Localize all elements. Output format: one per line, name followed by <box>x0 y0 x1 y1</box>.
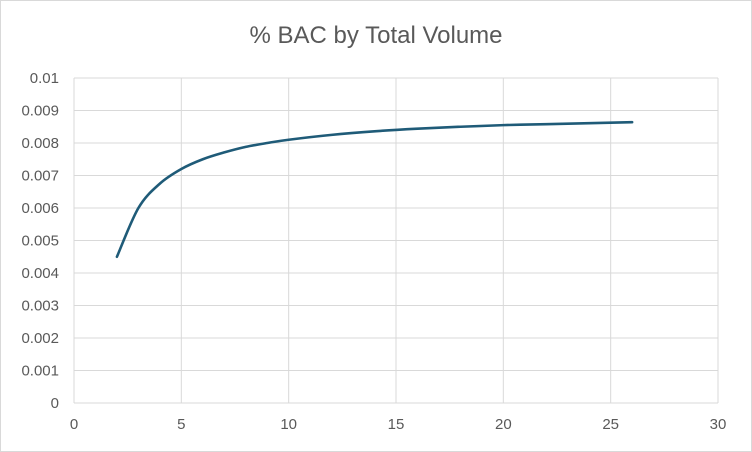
y-tick-label: 0.005 <box>21 233 59 250</box>
x-tick-label: 30 <box>710 416 727 433</box>
series-layer <box>115 120 634 259</box>
y-tick-label: 0.007 <box>21 168 59 185</box>
x-tick-label: 0 <box>70 416 78 433</box>
x-tick-label: 25 <box>602 416 619 433</box>
gridlines <box>73 77 719 404</box>
y-tick-label: 0.002 <box>21 330 59 347</box>
y-tick-label: 0.009 <box>21 103 59 120</box>
x-tick-label: 15 <box>388 416 405 433</box>
y-tick-label: 0.003 <box>21 298 59 315</box>
axis-tick-labels: 0 0.001 0.002 0.003 0.004 0.005 0.006 0.007 0.00… <box>21 70 726 433</box>
x-tick-label: 20 <box>495 416 512 433</box>
y-tick-label: 0 <box>51 395 59 412</box>
y-tick-label: 0.01 <box>30 70 59 87</box>
y-tick-label: 0.001 <box>21 363 59 380</box>
y-tick-label: 0.008 <box>21 135 59 152</box>
y-tick-label: 0.006 <box>21 200 59 217</box>
x-tick-label: 5 <box>177 416 185 433</box>
y-tick-label: 0.004 <box>21 265 59 282</box>
x-tick-label: 10 <box>280 416 297 433</box>
chart-title: % BAC by Total Volume <box>249 22 502 49</box>
series-line <box>115 120 634 259</box>
